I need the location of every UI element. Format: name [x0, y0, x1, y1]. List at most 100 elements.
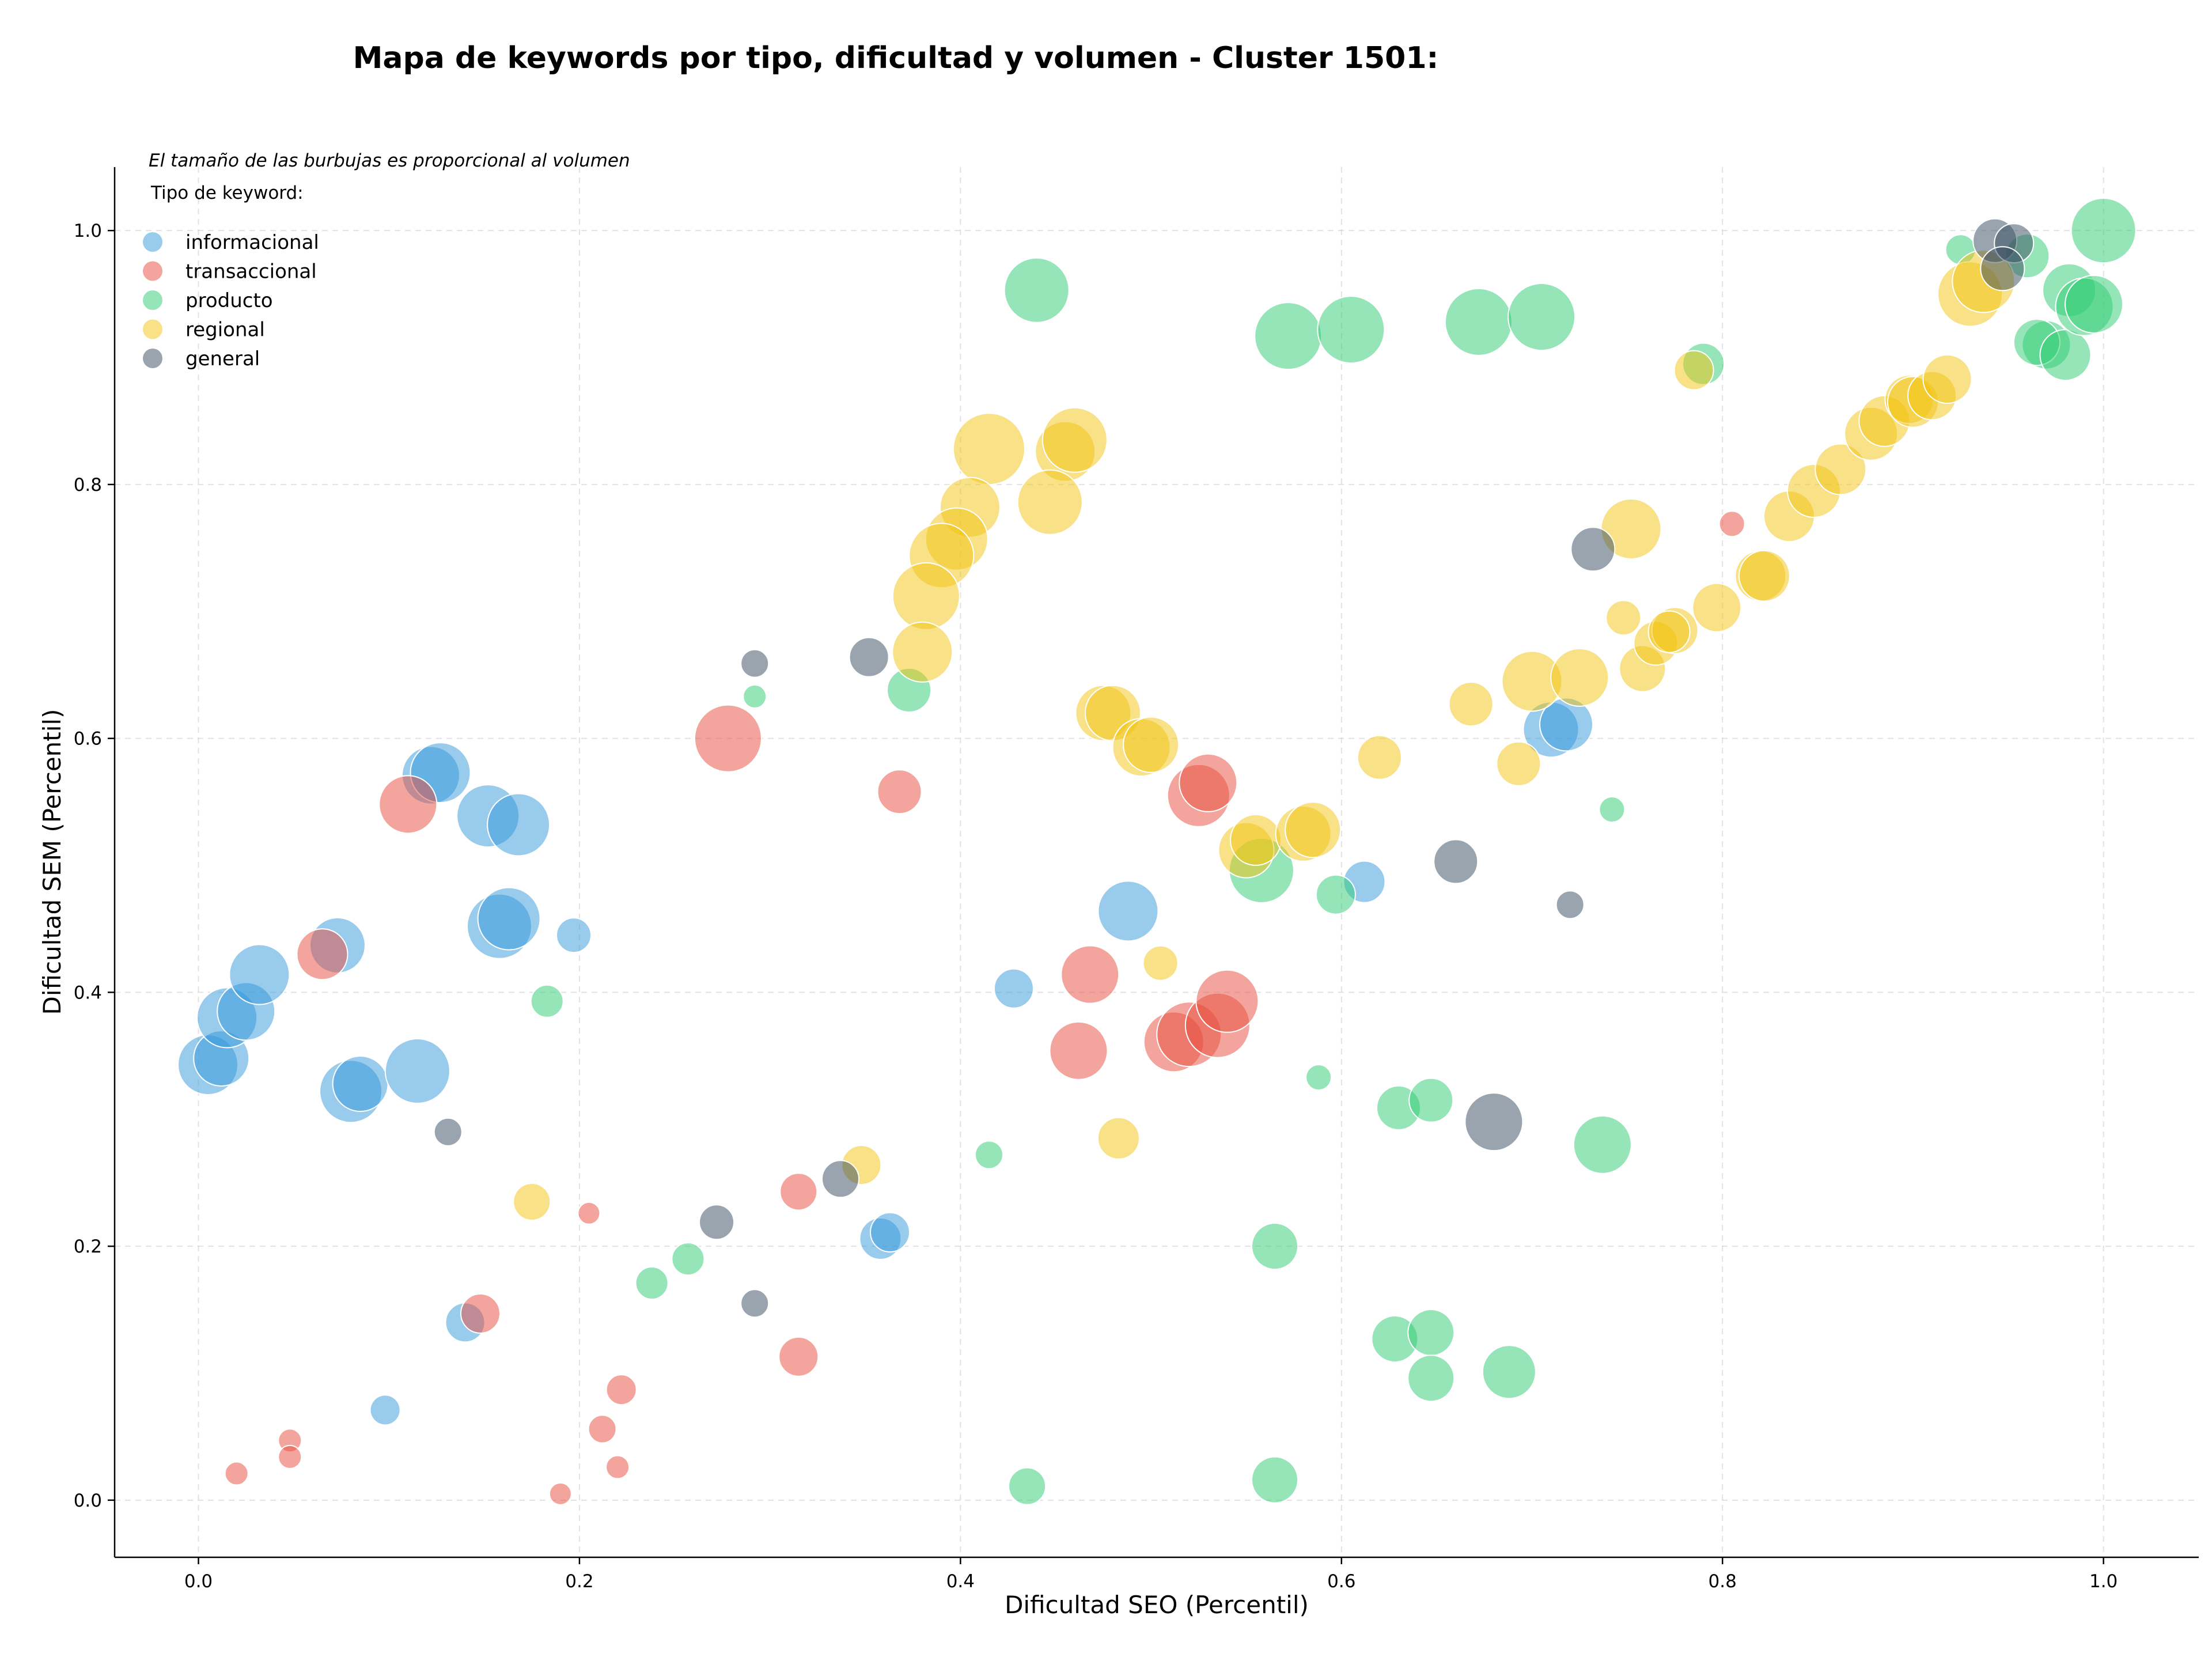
legend-note: El tamaño de las burbujas es proporciona… [149, 150, 630, 171]
legend-marker-producto [143, 290, 162, 310]
bubbles [177, 198, 2137, 1505]
bubble-transaccional [548, 1482, 572, 1505]
y-axis-label: Dificultad SEM (Percentil) [38, 709, 66, 1015]
bubble-producto [1251, 1456, 1299, 1504]
legend-marker-general [143, 349, 162, 368]
bubble-general [433, 1117, 463, 1147]
bubble-informacional [369, 1394, 401, 1426]
bubble-regional [892, 562, 960, 630]
bubble-transaccional [694, 704, 762, 773]
legend: El tamaño de las burbujas es proporciona… [143, 150, 630, 370]
bubble-informacional [229, 944, 290, 1005]
bubble-producto [1482, 1345, 1536, 1399]
bubble-regional [1692, 582, 1742, 633]
legend-marker-informacional [143, 232, 162, 252]
bubble-general [740, 649, 770, 678]
bubble-producto [2065, 274, 2124, 334]
bubble-transaccional [778, 1336, 819, 1377]
bubble-producto [1407, 1308, 1455, 1356]
bubble-regional [892, 621, 953, 683]
bubble-producto [2039, 329, 2092, 381]
legend-label-producto: producto [185, 289, 273, 312]
bubble-regional [1922, 354, 1972, 404]
bubble-producto [1444, 287, 1513, 356]
grid [115, 167, 2199, 1557]
bubble-regional [1550, 648, 1609, 707]
bubble-general [1464, 1092, 1524, 1152]
bubble-regional [1647, 610, 1691, 653]
bubble-regional [513, 1182, 551, 1221]
bubble-general [740, 1289, 770, 1318]
bubble-transaccional [1049, 1021, 1108, 1080]
bubble-general [699, 1204, 735, 1240]
bubble-producto [2070, 198, 2137, 264]
bubble-informacional [870, 1212, 911, 1253]
series-general [433, 218, 2035, 1318]
bubble-regional [1229, 814, 1282, 866]
x-axis-label: Dificultad SEO (Percentil) [1005, 1591, 1309, 1619]
bubble-transaccional [588, 1414, 617, 1444]
bubble-regional [1673, 350, 1714, 391]
bubble-general [849, 637, 889, 678]
legend-marker-regional [143, 319, 162, 339]
bubble-transaccional [460, 1293, 501, 1334]
y-tick-label: 0.6 [74, 729, 102, 750]
series-transaccional [224, 510, 1745, 1505]
bubble-producto [635, 1266, 669, 1300]
x-tick-label: 1.0 [2089, 1571, 2118, 1592]
bubble-informacional [993, 968, 1034, 1009]
y-tick-label: 0.8 [74, 475, 102, 495]
bubble-transaccional [1179, 753, 1238, 812]
bubble-producto [530, 984, 564, 1018]
bubble-regional [1448, 682, 1494, 727]
bubble-producto [1599, 796, 1626, 823]
bubble-transaccional [224, 1461, 249, 1486]
bubble-regional [1815, 443, 1867, 495]
bubble-producto [743, 684, 767, 709]
legend-label-transaccional: transaccional [185, 260, 317, 283]
legend-label-regional: regional [185, 319, 265, 342]
y-tick-label: 0.2 [74, 1236, 102, 1257]
bubble-regional [1123, 716, 1180, 773]
bubble-transaccional [278, 1444, 302, 1469]
bubble-regional [1738, 550, 1790, 602]
bubble-producto [974, 1140, 1003, 1170]
bubble-producto [1251, 1223, 1299, 1270]
bubble-producto [1508, 283, 1576, 351]
y-tick-label: 1.0 [74, 221, 102, 241]
series-regional [513, 249, 2016, 1221]
bubble-transaccional [378, 775, 438, 834]
bubble-transaccional [296, 928, 349, 981]
bubble-transaccional [605, 1374, 637, 1406]
bubble-transaccional [877, 769, 922, 815]
bubble-transaccional [779, 1172, 818, 1211]
bubble-transaccional [605, 1455, 630, 1480]
x-tick-label: 0.6 [1327, 1571, 1355, 1592]
bubble-producto [1254, 302, 1323, 370]
bubble-transaccional [1195, 969, 1259, 1033]
bubble-producto [1407, 1354, 1455, 1402]
bubble-regional [1605, 600, 1642, 636]
bubble-general [1570, 527, 1616, 572]
bubble-regional [1142, 945, 1179, 981]
bubble-transaccional [1060, 945, 1120, 1004]
legend-marker-transaccional [143, 261, 162, 281]
legend-title: Tipo de keyword: [150, 183, 304, 203]
chart-title: Mapa de keywords por tipo, dificultad y … [353, 41, 1439, 75]
bubble-informacional [487, 793, 551, 857]
x-tick-label: 0.4 [946, 1571, 975, 1592]
bubble-producto [1317, 296, 1385, 364]
bubble-producto [1003, 257, 1070, 323]
legend-label-informacional: informacional [185, 231, 319, 254]
y-tick-label: 0.0 [74, 1490, 102, 1511]
bubble-informacional [1097, 880, 1159, 942]
bubble-producto [1315, 874, 1356, 915]
bubble-informacional [384, 1038, 450, 1104]
legend-label-general: general [185, 347, 260, 370]
bubble-producto [1408, 1077, 1454, 1123]
bubble-transaccional [577, 1201, 601, 1225]
bubble-regional [1496, 741, 1541, 786]
bubble-producto [1573, 1115, 1632, 1174]
series-informacional [177, 697, 1594, 1426]
